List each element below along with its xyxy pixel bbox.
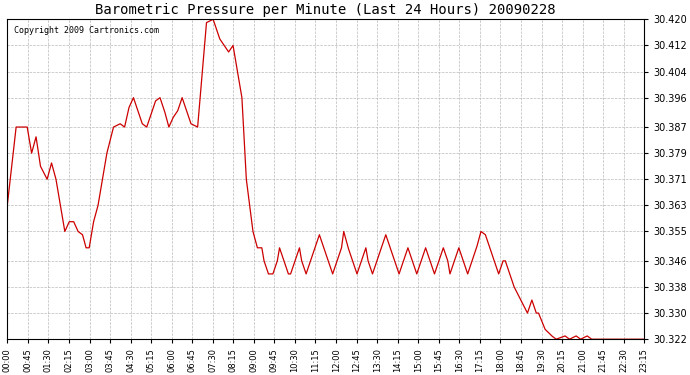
- Title: Barometric Pressure per Minute (Last 24 Hours) 20090228: Barometric Pressure per Minute (Last 24 …: [95, 3, 556, 17]
- Text: Copyright 2009 Cartronics.com: Copyright 2009 Cartronics.com: [14, 26, 159, 35]
